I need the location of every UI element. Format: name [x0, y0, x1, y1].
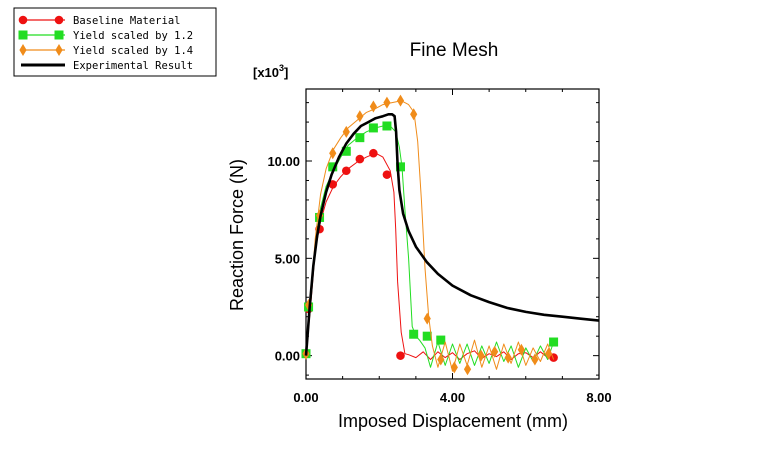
y-tick-label: 5.00: [275, 251, 300, 266]
series-line: [305, 125, 555, 368]
series-marker: [422, 331, 432, 341]
series-marker: [328, 162, 338, 172]
series-marker: [437, 353, 445, 366]
series-marker: [369, 148, 378, 158]
series-marker: [544, 347, 553, 360]
series-marker: [395, 162, 405, 172]
series-marker: [341, 146, 351, 156]
legend-marker: [19, 44, 27, 56]
series-marker: [342, 125, 350, 138]
legend-marker: [54, 30, 64, 40]
legend-label: Baseline Material: [73, 15, 180, 27]
plot-frame: [305, 88, 600, 380]
legend-entry: Baseline Material: [18, 15, 180, 27]
series-marker: [463, 363, 472, 376]
series-marker: [396, 351, 405, 360]
series-marker: [477, 349, 485, 362]
series-line: [305, 100, 555, 372]
axis-ticks: 0.00 4.00 8.00 0.00 5.00 10.00: [267, 89, 612, 405]
series-marker: [304, 299, 313, 312]
y-axis-label: Reaction Force (N): [227, 159, 247, 311]
series-marker: [396, 94, 405, 107]
series-marker: [383, 96, 391, 109]
legend: Baseline Material Yield scaled by 1.2 Yiel…: [13, 7, 217, 77]
series-baseline-material: [301, 148, 558, 362]
legend-marker: [18, 15, 28, 25]
series-marker: [409, 329, 419, 339]
x-tick-label: 0.00: [293, 390, 318, 405]
y-multiplier-exponent: 3: [279, 63, 284, 73]
series-marker: [549, 353, 558, 362]
series-yield-scaled-by-1-2: [301, 121, 559, 368]
series-marker: [450, 361, 458, 374]
series-yield-scaled-by-1-4: [302, 94, 555, 376]
series-marker: [355, 154, 365, 164]
y-multiplier: [x103]: [253, 63, 288, 80]
series-marker: [382, 170, 392, 179]
x-tick-label: 4.00: [440, 390, 465, 405]
y-tick-label: 10.00: [267, 154, 300, 169]
x-axis-label: Imposed Displacement (mm): [338, 411, 568, 431]
series-marker: [382, 121, 392, 131]
series-marker: [517, 343, 525, 356]
series-layer: [301, 94, 600, 376]
legend-label: Yield scaled by 1.4: [73, 45, 193, 57]
legend-entry: Experimental Result: [21, 60, 193, 72]
series-marker: [341, 166, 351, 176]
x-tick-label: 8.00: [586, 390, 611, 405]
series-marker: [369, 100, 377, 113]
series-marker: [436, 335, 446, 345]
y-tick-label: 0.00: [275, 349, 300, 364]
legend-marker: [18, 30, 28, 40]
legend-label: Yield scaled by 1.2: [73, 30, 193, 42]
series-marker: [531, 353, 539, 366]
legend-entry: Yield scaled by 1.2: [18, 30, 193, 42]
legend-marker: [54, 15, 64, 25]
legend-label: Experimental Result: [73, 60, 193, 72]
series-marker: [410, 108, 418, 121]
series-marker: [368, 123, 378, 133]
chart-title: Fine Mesh: [410, 40, 499, 61]
series-marker: [356, 110, 364, 123]
series-marker: [423, 312, 431, 325]
legend-entry: Yield scaled by 1.4: [19, 44, 193, 57]
series-marker: [329, 147, 337, 160]
series-experimental-result: [304, 113, 600, 356]
series-line: [304, 113, 600, 356]
series-marker: [491, 345, 499, 358]
series-marker: [355, 133, 365, 143]
series-marker: [549, 337, 559, 347]
series-marker: [328, 180, 338, 189]
legend-marker: [55, 44, 63, 56]
series-marker: [504, 351, 512, 364]
